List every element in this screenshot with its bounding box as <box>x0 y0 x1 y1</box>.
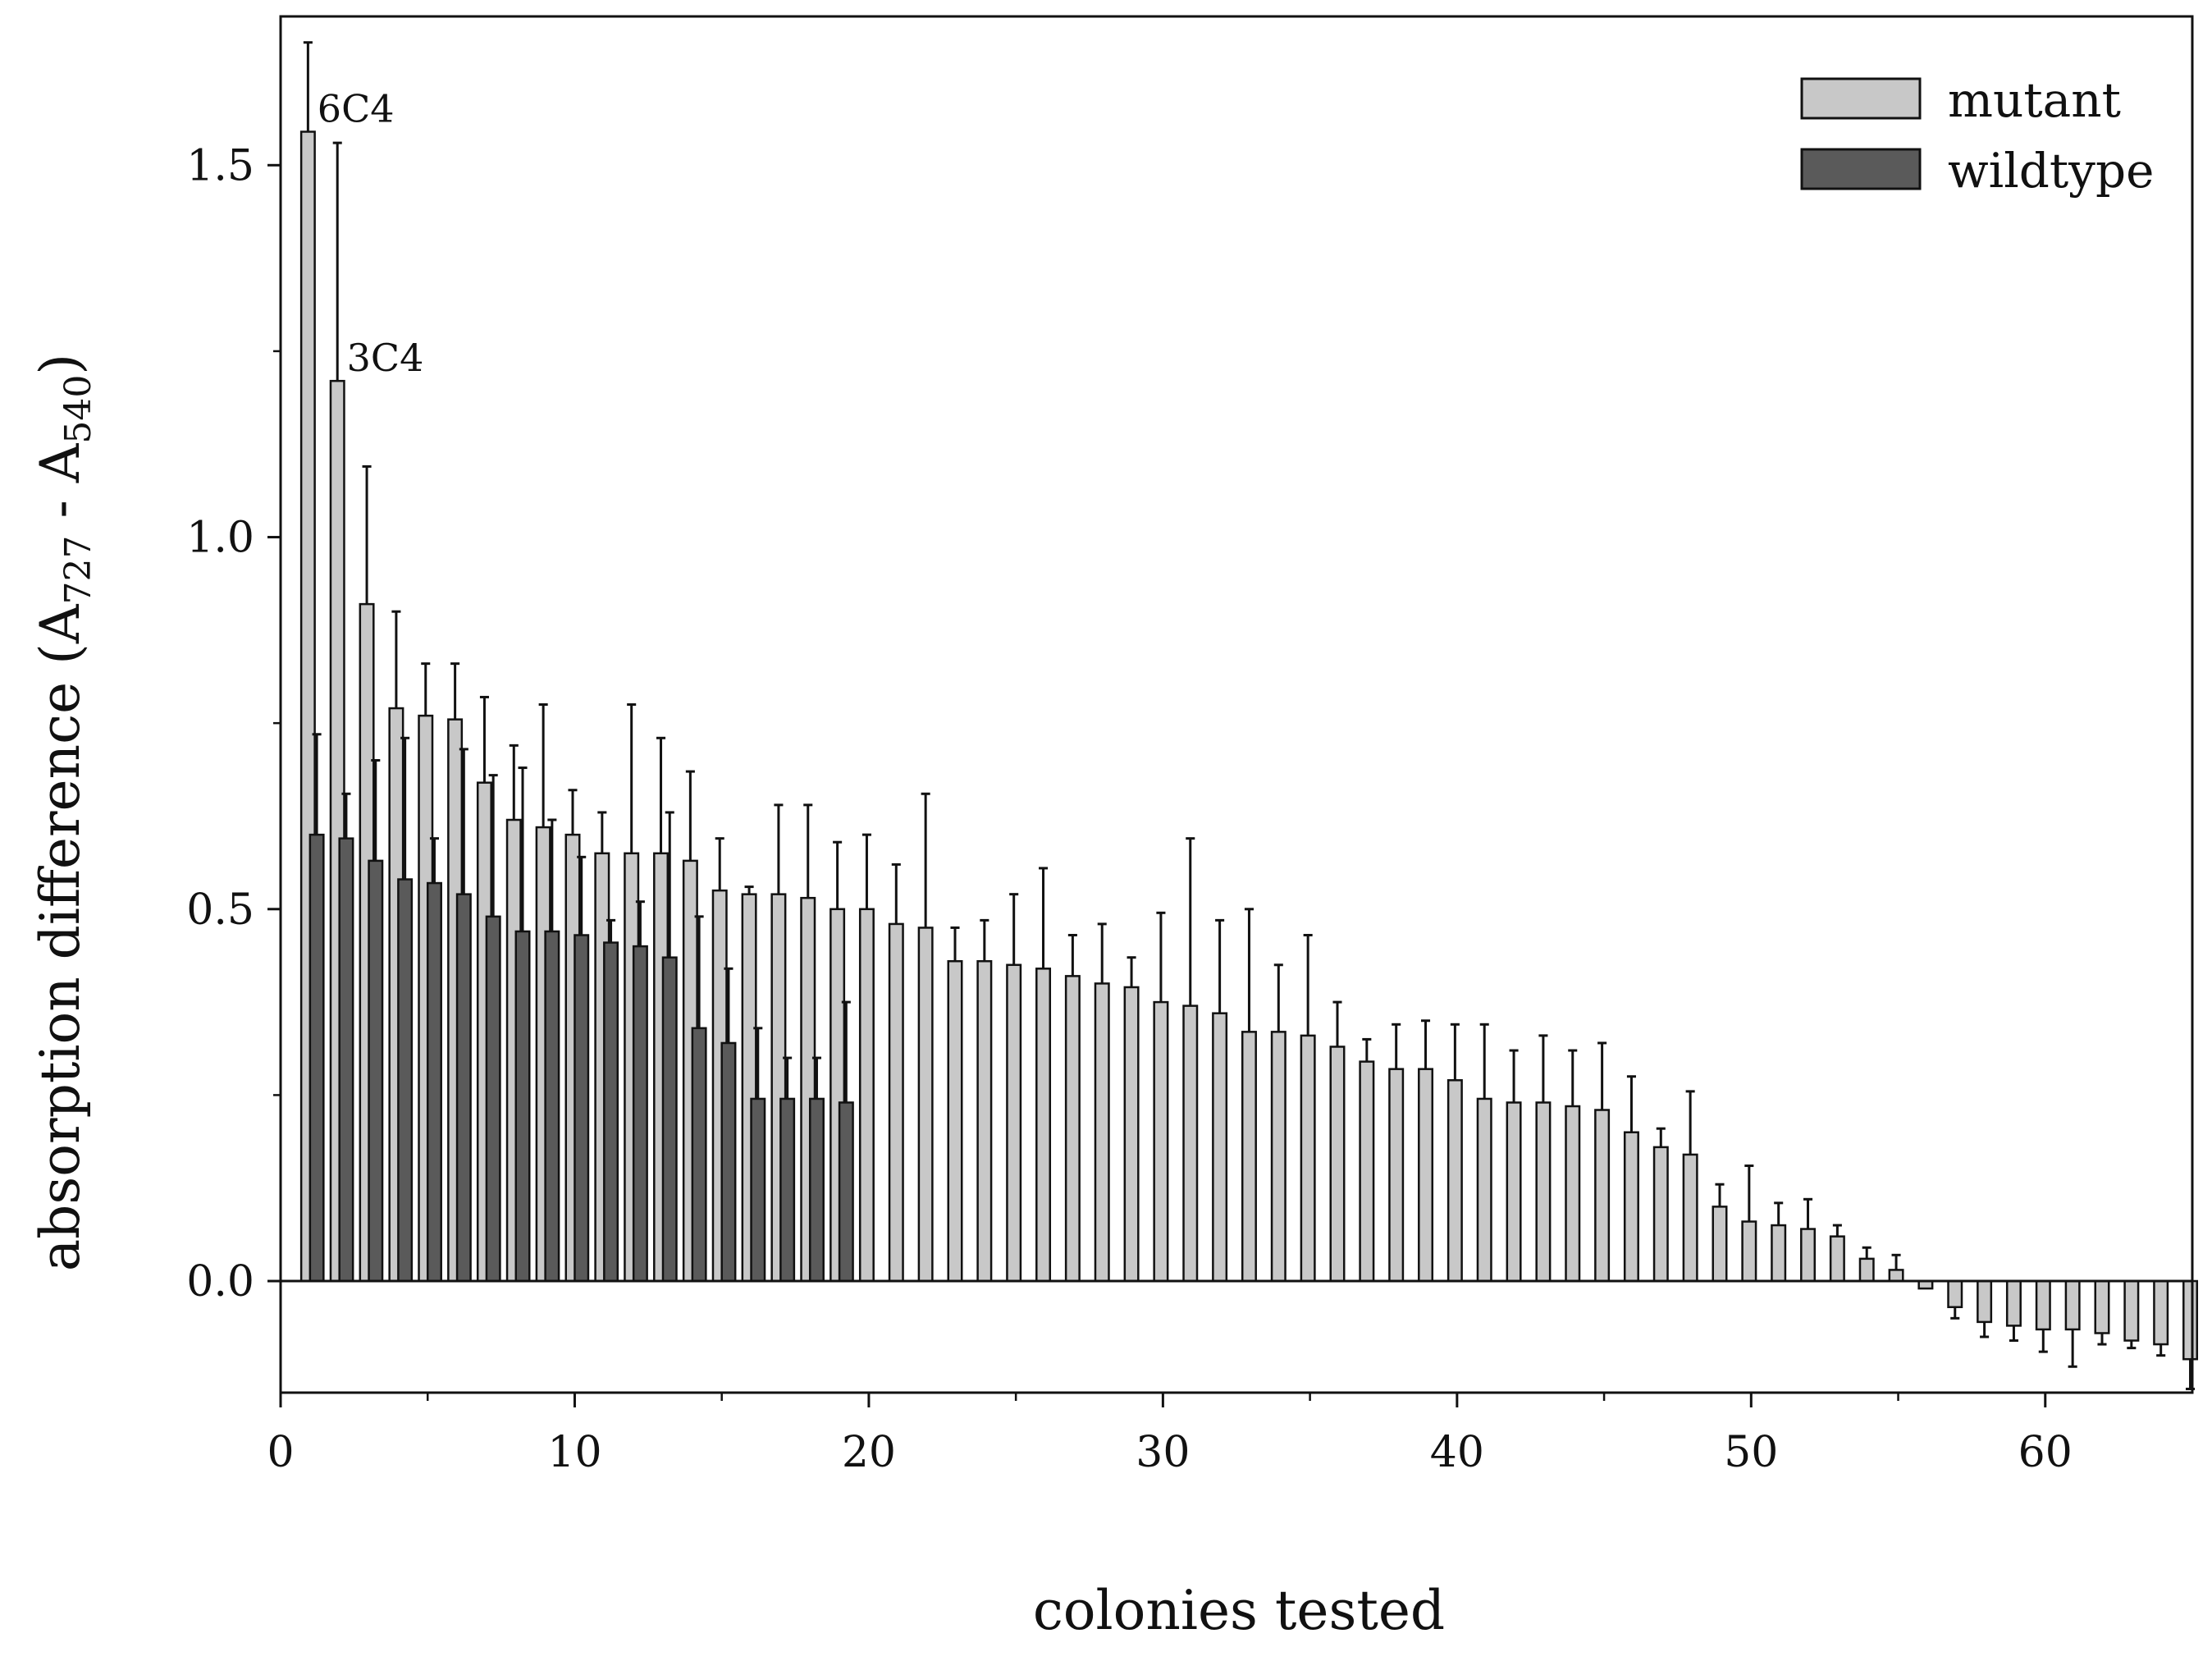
bar-mutant-23 <box>947 959 963 1283</box>
bar-mutant-26 <box>1035 968 1052 1283</box>
bar-mutant-40 <box>1446 1079 1463 1283</box>
bar-wildtype-8 <box>514 930 531 1283</box>
bar-mutant-61 <box>2064 1279 2081 1331</box>
bar-mutant-42 <box>1506 1101 1522 1283</box>
bar-mutant-34 <box>1270 1031 1287 1283</box>
bar-wildtype-17 <box>779 1097 796 1283</box>
bar-mutant-60 <box>2035 1279 2051 1331</box>
bar-mutant-32 <box>1212 1012 1228 1283</box>
bar-wildtype-15 <box>720 1041 737 1283</box>
y-axis-title-sub2: 540 <box>57 375 99 444</box>
y-tick-label-1.0: 1.0 <box>186 514 254 563</box>
annotation-3C4: 3C4 <box>347 336 424 380</box>
y-axis-title-sub1: 727 <box>57 535 99 604</box>
bar-mutant-30 <box>1153 1000 1169 1283</box>
bar-mutant-22 <box>917 927 934 1283</box>
bar-mutant-62 <box>2094 1279 2110 1334</box>
bar-mutant-28 <box>1094 982 1110 1283</box>
legend: mutant wildtype <box>1800 72 2154 199</box>
bar-mutant-37 <box>1359 1060 1375 1283</box>
legend-label-mutant: mutant <box>1948 72 2121 128</box>
bar-mutant-49 <box>1712 1206 1728 1283</box>
x-tick-label-10: 10 <box>547 1428 601 1477</box>
bar-mutant-44 <box>1565 1105 1581 1283</box>
y-axis-title-prefix: absorption difference (A <box>29 603 92 1271</box>
bar-wildtype-9 <box>544 930 560 1283</box>
x-tick-label-60: 60 <box>2018 1428 2073 1477</box>
bar-mutant-43 <box>1535 1101 1552 1283</box>
bar-mutant-57 <box>1947 1279 1963 1309</box>
y-tick-label-0.5: 0.5 <box>186 885 254 935</box>
bar-wildtype-10 <box>574 934 590 1283</box>
y-tick-label-1.5: 1.5 <box>186 141 254 190</box>
bar-wildtype-12 <box>632 945 648 1283</box>
bar-mutant-29 <box>1123 986 1140 1283</box>
x-tick-label-40: 40 <box>1430 1428 1484 1477</box>
bar-mutant-58 <box>1977 1279 1993 1324</box>
bar-wildtype-13 <box>661 956 678 1283</box>
bar-mutant-50 <box>1741 1220 1757 1283</box>
y-axis-title-suffix: ) <box>29 354 92 375</box>
bar-mutant-27 <box>1064 975 1081 1283</box>
bar-mutant-21 <box>888 922 904 1283</box>
bar-wildtype-18 <box>808 1097 825 1283</box>
x-tick-label-30: 30 <box>1136 1428 1190 1477</box>
x-axis-title: colonies tested <box>1033 1579 1445 1642</box>
bar-wildtype-19 <box>838 1101 854 1283</box>
y-axis-title-middle: - A <box>29 442 92 535</box>
bar-wildtype-5 <box>426 881 442 1283</box>
bar-mutant-47 <box>1652 1146 1669 1283</box>
series-wildtype <box>308 733 854 1283</box>
bar-mutant-52 <box>1800 1228 1817 1283</box>
plot-area: 6C4 3C4 <box>299 41 2199 1390</box>
y-tick-label-0.0: 0.0 <box>186 1257 254 1306</box>
bar-wildtype-1 <box>308 833 325 1283</box>
bar-mutant-38 <box>1388 1068 1405 1283</box>
bar-mutant-64 <box>2153 1279 2169 1346</box>
plot-frame <box>279 15 2194 1394</box>
bar-wildtype-6 <box>455 893 472 1283</box>
bar-mutant-53 <box>1829 1235 1845 1283</box>
bar-mutant-45 <box>1594 1109 1611 1283</box>
axes: 0.0 0.5 1.0 1.5 0 10 20 30 40 50 60 <box>186 15 2194 1477</box>
bar-wildtype-14 <box>691 1027 707 1283</box>
y-axis-title: absorption difference (A727 - A540) <box>29 354 99 1271</box>
bar-mutant-54 <box>1858 1257 1875 1283</box>
x-tick-label-20: 20 <box>842 1428 896 1477</box>
bar-mutant-63 <box>2123 1279 2140 1342</box>
bar-wildtype-7 <box>485 915 501 1283</box>
bar-wildtype-4 <box>397 878 414 1283</box>
bar-wildtype-16 <box>750 1097 766 1283</box>
bar-mutant-51 <box>1771 1224 1787 1283</box>
bar-mutant-36 <box>1329 1046 1346 1283</box>
x-tick-label-0: 0 <box>267 1428 294 1477</box>
bar-mutant-24 <box>976 959 993 1283</box>
legend-swatch-wildtype <box>1800 148 1922 190</box>
legend-swatch-mutant <box>1800 77 1922 120</box>
bar-mutant-46 <box>1623 1131 1639 1283</box>
bar-mutant-20 <box>858 908 875 1283</box>
annotation-6C4: 6C4 <box>318 87 395 131</box>
legend-label-wildtype: wildtype <box>1948 143 2154 199</box>
bar-mutant-65 <box>2182 1279 2199 1361</box>
x-tick-label-50: 50 <box>1724 1428 1778 1477</box>
bar-mutant-31 <box>1182 1004 1199 1283</box>
bar-mutant-25 <box>1006 963 1022 1283</box>
bar-mutant-48 <box>1682 1153 1698 1283</box>
bar-mutant-59 <box>2005 1279 2022 1327</box>
bar-mutant-33 <box>1241 1031 1257 1283</box>
bar-wildtype-2 <box>338 837 354 1283</box>
bar-mutant-39 <box>1418 1068 1434 1283</box>
bar-mutant-41 <box>1476 1097 1492 1283</box>
bar-mutant-55 <box>1888 1269 1904 1283</box>
bar-mutant-35 <box>1300 1034 1316 1283</box>
bar-wildtype-3 <box>368 859 384 1283</box>
bar-wildtype-11 <box>603 941 619 1283</box>
